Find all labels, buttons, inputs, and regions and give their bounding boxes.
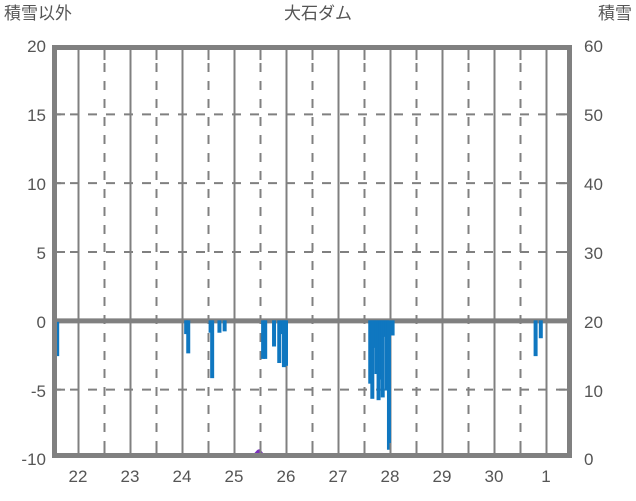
snow-other-bar-series xyxy=(52,320,543,450)
right-tick-10: 10 xyxy=(584,382,603,401)
chart-title: 大石ダム xyxy=(284,4,352,23)
x-tick-1: 1 xyxy=(541,467,551,486)
x-tick-22: 22 xyxy=(68,467,88,486)
left-tick-minus10: -10 xyxy=(21,450,46,469)
x-tick-26: 26 xyxy=(276,467,296,486)
x-tick-24: 24 xyxy=(172,467,192,486)
right-tick-20: 20 xyxy=(584,313,603,332)
x-tick-29: 29 xyxy=(432,467,452,486)
right-tick-30: 30 xyxy=(584,244,603,263)
right-tick-60: 60 xyxy=(584,37,603,56)
left-tick-5: 5 xyxy=(36,244,46,263)
axis-frame xyxy=(52,45,572,458)
left-tick-10: 10 xyxy=(27,175,46,194)
right-tick-50: 50 xyxy=(584,106,603,125)
right-tick-0: 0 xyxy=(584,450,594,469)
left-tick-20: 20 xyxy=(27,37,46,56)
left-axis-unit-label: 積雪以外 xyxy=(4,4,72,23)
right-axis-unit-label: 積雪 xyxy=(598,4,632,23)
x-tick-25: 25 xyxy=(224,467,244,486)
x-tick-27: 27 xyxy=(328,467,348,486)
left-tick-15: 15 xyxy=(27,106,46,125)
right-tick-40: 40 xyxy=(584,175,603,194)
x-tick-23: 23 xyxy=(120,467,140,486)
left-tick-minus5: -5 xyxy=(30,382,46,401)
x-tick-30: 30 xyxy=(484,467,504,486)
plot-area xyxy=(52,45,572,458)
grid-layer xyxy=(52,45,572,458)
snow-depth-line-series xyxy=(52,449,572,458)
axis-tick-marks xyxy=(57,50,567,453)
left-tick-0: 0 xyxy=(36,313,46,332)
plot-svg xyxy=(52,45,572,458)
x-tick-28: 28 xyxy=(380,467,400,486)
